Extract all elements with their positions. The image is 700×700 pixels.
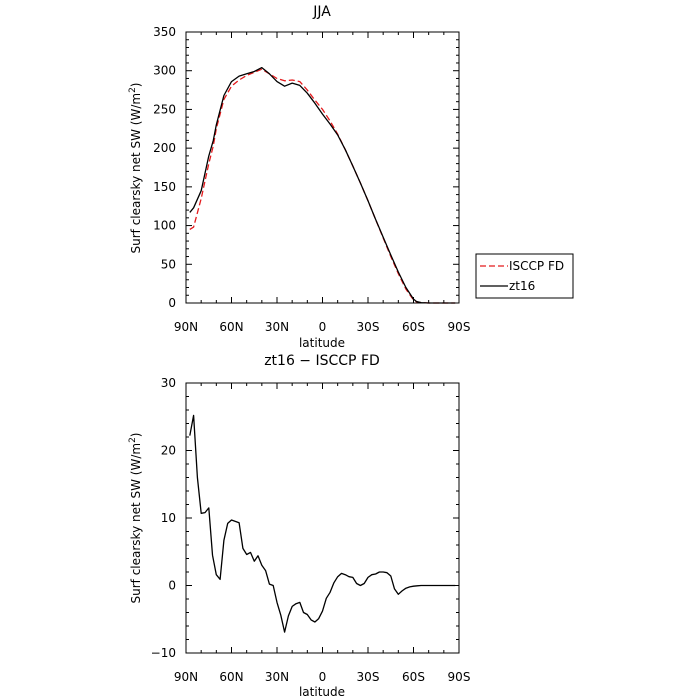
top-x-tick-label: 30S [357,320,380,334]
bottom-chart-xlabel: latitude [299,685,345,699]
bottom-y-tick-label: 20 [161,444,176,458]
bottom-x-tick-label: 90N [174,670,198,684]
top-x-tick-label: 0 [319,320,327,334]
top-chart-series [189,66,456,304]
bottom-chart: zt16 − ISCCP FD 90N 60N 30N 0 30S 60S 90S −10 0 1… [128,353,470,699]
top-y-tick-label: 200 [153,141,176,155]
top-series-line-zt16 [189,66,456,304]
top-y-tick-label: 250 [153,102,176,116]
top-chart: JJA 90N 60N 30N 0 30S 60S 90S 0 50 100 150 200 250 30… [128,4,574,350]
top-y-tick-label: 0 [168,296,176,310]
bottom-y-tick-label: 10 [161,511,176,525]
bottom-x-tick-label: 60S [402,670,425,684]
bottom-chart-series [189,414,456,633]
bottom-x-tick-label: 30S [357,670,380,684]
legend: ISCCP FD zt16 [475,253,574,299]
bottom-x-tick-label: 60N [219,670,243,684]
top-x-tick-label: 90N [174,320,198,334]
bottom-series-line-0 [189,414,456,633]
top-chart-ylabel: Surf clearsky net SW (W/m2) [128,83,143,254]
top-chart-title: JJA [312,4,331,20]
top-x-tick-label: 90S [448,320,471,334]
top-y-tick-label: 50 [161,257,176,271]
bottom-x-tick-label: 30N [265,670,289,684]
bottom-y-tick-label: 30 [161,376,176,390]
top-x-tick-label: 60N [219,320,243,334]
bottom-chart-ylabel: Surf clearsky net SW (W/m2) [128,433,143,604]
bottom-y-tick-label: −10 [151,646,176,660]
bottom-x-tick-label: 0 [319,670,327,684]
bottom-y-tick-label: 0 [168,579,176,593]
top-y-tick-label: 100 [153,219,176,233]
legend-label-zt16: zt16 [509,279,535,293]
top-y-tick-label: 300 [153,64,176,78]
top-y-tick-label: 150 [153,180,176,194]
legend-label-isccp-fd: ISCCP FD [509,259,564,273]
top-x-tick-label: 30N [265,320,289,334]
bottom-x-tick-label: 90S [448,670,471,684]
top-chart-frame [185,31,460,304]
bottom-chart-ticks: 90N 60N 30N 0 30S 60S 90S −10 0 10 20 30 [151,376,471,684]
bottom-chart-title: zt16 − ISCCP FD [264,353,380,369]
top-chart-ticks: 90N 60N 30N 0 30S 60S 90S 0 50 100 150 200 250 300 350 [153,25,470,334]
top-x-tick-label: 60S [402,320,425,334]
top-y-tick-label: 350 [153,25,176,39]
top-series-line-isccp-fd [189,68,456,304]
top-chart-xlabel: latitude [299,336,345,350]
legend-box [475,253,574,299]
